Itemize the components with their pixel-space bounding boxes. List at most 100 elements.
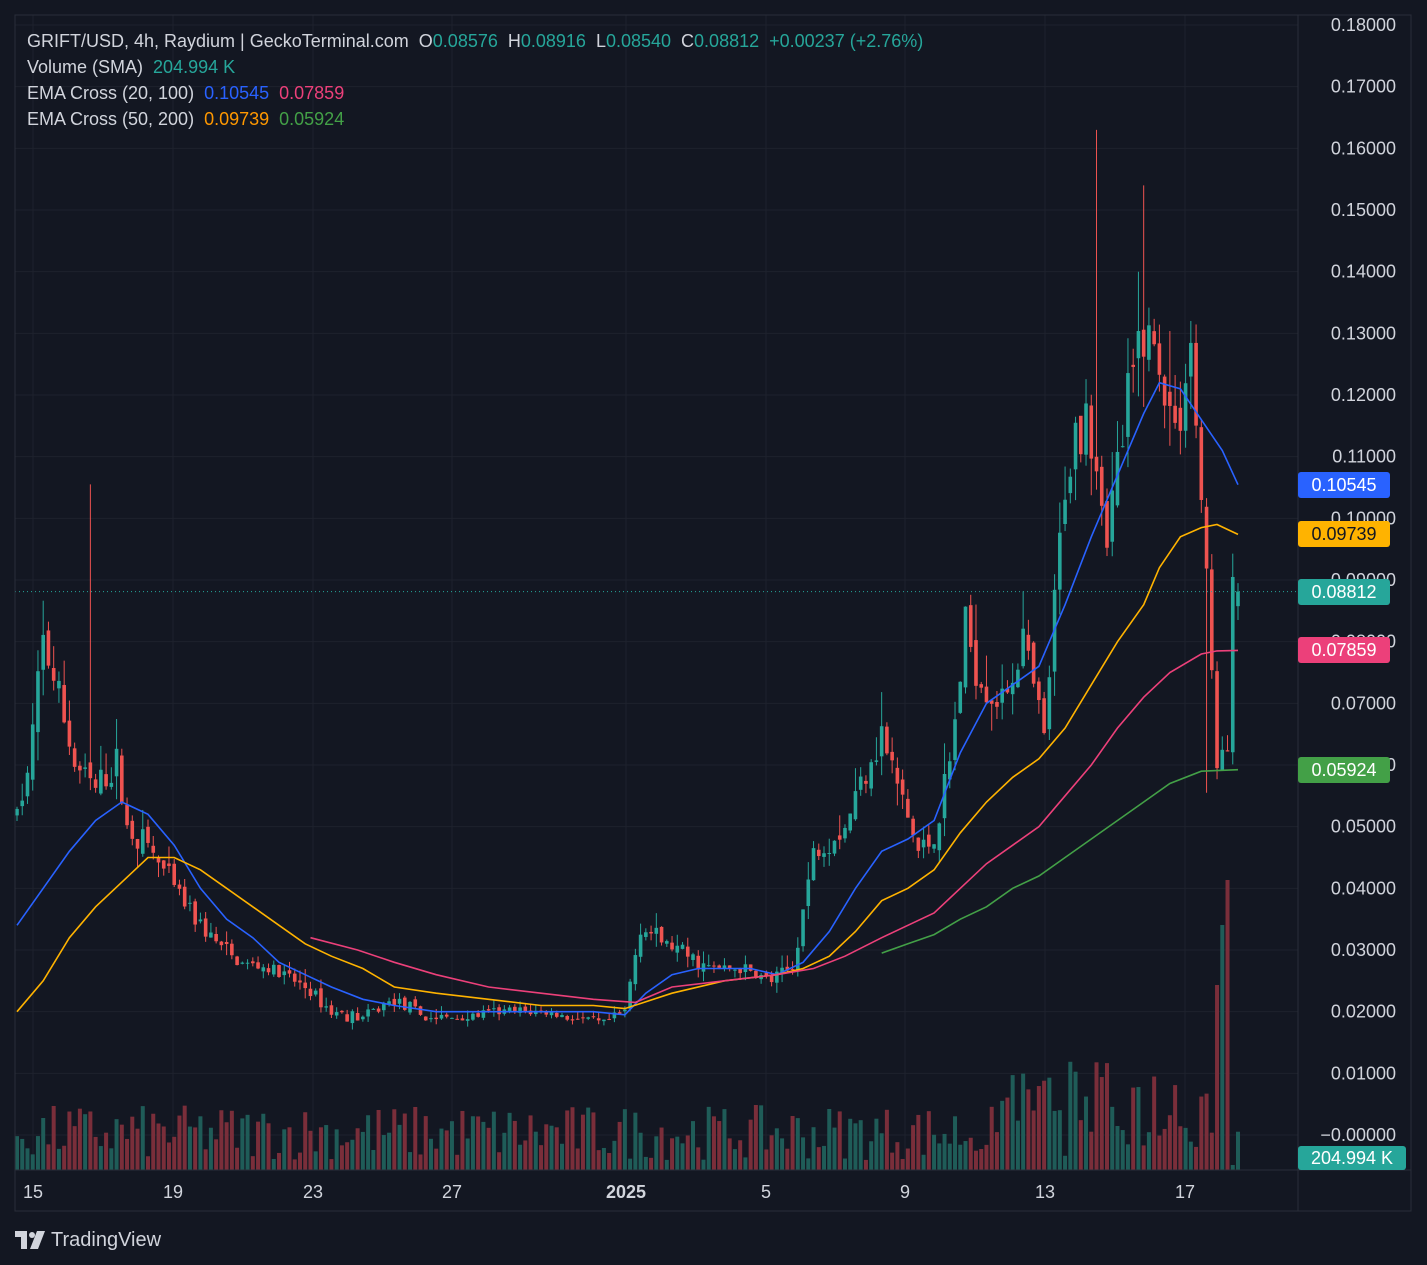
open-key: O bbox=[418, 31, 433, 51]
price-tick-label: 0.11000 bbox=[1332, 447, 1396, 467]
volume-bar bbox=[911, 1125, 916, 1170]
candle-body bbox=[30, 724, 35, 780]
volume-bar bbox=[717, 1121, 722, 1170]
candle-body bbox=[471, 1013, 475, 1020]
candle-body bbox=[822, 853, 826, 857]
candle-body bbox=[1131, 364, 1135, 367]
volume-bar bbox=[879, 1133, 884, 1170]
volume-bar bbox=[465, 1138, 470, 1170]
volume-bar bbox=[795, 1118, 800, 1170]
candle-body bbox=[41, 634, 46, 670]
time-tick-label: 15 bbox=[23, 1182, 43, 1202]
ema-50-value: 0.09739 bbox=[204, 109, 270, 129]
candle-body bbox=[953, 719, 957, 760]
candle-body bbox=[816, 849, 821, 857]
price-tick-label: 0.03000 bbox=[1331, 940, 1396, 960]
volume-bar bbox=[402, 1113, 407, 1170]
volume-bar bbox=[1157, 1135, 1162, 1170]
volume-bar bbox=[591, 1112, 596, 1170]
time-tick-label: 13 bbox=[1035, 1182, 1055, 1202]
candle-body bbox=[1168, 391, 1172, 406]
volume-bar bbox=[114, 1119, 119, 1170]
volume-bar bbox=[408, 1152, 413, 1170]
volume-bar bbox=[858, 1120, 863, 1170]
candle-body bbox=[392, 998, 397, 1005]
candle-body bbox=[329, 1005, 334, 1015]
close-key: C bbox=[681, 31, 695, 51]
volume-bar bbox=[413, 1106, 418, 1170]
volume-bar bbox=[895, 1142, 900, 1170]
ema-line-ema-100 bbox=[310, 649, 1239, 1004]
volume-bar bbox=[743, 1157, 748, 1170]
volume-bar bbox=[1104, 1063, 1109, 1170]
candle-body bbox=[340, 1010, 344, 1013]
candle-body bbox=[402, 997, 407, 1010]
candle-body bbox=[780, 967, 784, 974]
volume-bar bbox=[1120, 1130, 1125, 1170]
price-tick-label: 0.13000 bbox=[1331, 323, 1396, 343]
volume-bar bbox=[1026, 1089, 1031, 1170]
ema-cross-20-100-row[interactable]: EMA Cross (20, 100) 0.10545 0.07859 bbox=[27, 80, 923, 106]
candle-body bbox=[1047, 677, 1052, 730]
volume-bar bbox=[140, 1106, 145, 1170]
volume-bar bbox=[219, 1110, 224, 1170]
time-axis[interactable]: 15 19 23 27 2025 5 9 13 17 bbox=[23, 1182, 1195, 1202]
volume-bar bbox=[497, 1152, 502, 1170]
tradingview-brand[interactable]: TradingView bbox=[15, 1226, 161, 1254]
candle-body bbox=[450, 1017, 454, 1019]
volume-bar bbox=[1141, 1145, 1146, 1170]
volume-bar bbox=[1115, 1125, 1120, 1170]
ema-cross-50-200-row[interactable]: EMA Cross (50, 200) 0.09739 0.05924 bbox=[27, 106, 923, 132]
volume-bar bbox=[926, 1111, 931, 1170]
volume-bar bbox=[193, 1127, 198, 1170]
ema-cross-20-100-label[interactable]: EMA Cross (20, 100) bbox=[27, 83, 195, 103]
candle-body bbox=[251, 961, 255, 964]
candle-body bbox=[99, 769, 103, 794]
volume-bar bbox=[277, 1152, 282, 1170]
volume-bar bbox=[774, 1128, 779, 1170]
volume-bar bbox=[759, 1105, 764, 1170]
volume-bar bbox=[1031, 1110, 1036, 1170]
candle-body bbox=[659, 926, 664, 943]
candle-body bbox=[203, 918, 208, 937]
candle-body bbox=[455, 1018, 459, 1020]
candle-body bbox=[911, 818, 915, 836]
candle-body bbox=[1173, 405, 1177, 423]
volume-bar bbox=[979, 1149, 984, 1170]
candle-body bbox=[1010, 682, 1015, 695]
candle-body bbox=[366, 1009, 370, 1017]
candle-body bbox=[685, 946, 690, 957]
low-value: 0.08540 bbox=[605, 31, 672, 51]
price-tick-label: 0.16000 bbox=[1331, 138, 1396, 158]
candle-body bbox=[382, 1003, 386, 1011]
volume-bar bbox=[874, 1118, 879, 1170]
volume-bar bbox=[659, 1127, 664, 1170]
candle-body bbox=[638, 934, 643, 957]
candle-body bbox=[869, 762, 873, 789]
candle-body bbox=[67, 720, 72, 747]
volume-bar bbox=[30, 1154, 35, 1170]
candle-body bbox=[20, 800, 25, 807]
volume-bar bbox=[161, 1126, 166, 1170]
candle-body bbox=[932, 844, 936, 849]
volume-bar bbox=[418, 1154, 423, 1170]
ema-cross-50-200-label[interactable]: EMA Cross (50, 200) bbox=[27, 109, 195, 129]
candle-body bbox=[785, 966, 790, 971]
candle-body bbox=[261, 967, 266, 972]
volume-label[interactable]: Volume (SMA) bbox=[27, 57, 144, 77]
symbol-legend-row[interactable]: GRIFT/USD, 4h, Raydium | GeckoTerminal.c… bbox=[27, 28, 923, 54]
volume-bar bbox=[942, 1133, 947, 1170]
last-price-badge: 0.08812 bbox=[1298, 578, 1390, 605]
volume-bar bbox=[612, 1140, 617, 1170]
volume-bars bbox=[15, 880, 1240, 1170]
price-tick-label: 0.18000 bbox=[1331, 15, 1396, 35]
volume-bar bbox=[890, 1152, 895, 1170]
candle-body bbox=[769, 975, 774, 983]
volume-bar bbox=[822, 1145, 827, 1170]
candle-body bbox=[942, 773, 947, 819]
volume-legend-row[interactable]: Volume (SMA) 204.994 K bbox=[27, 54, 923, 80]
open-value: 0.08576 bbox=[432, 31, 498, 51]
symbol-title[interactable]: GRIFT/USD, 4h, Raydium | GeckoTerminal.c… bbox=[27, 31, 409, 51]
candle-body bbox=[1031, 642, 1036, 684]
